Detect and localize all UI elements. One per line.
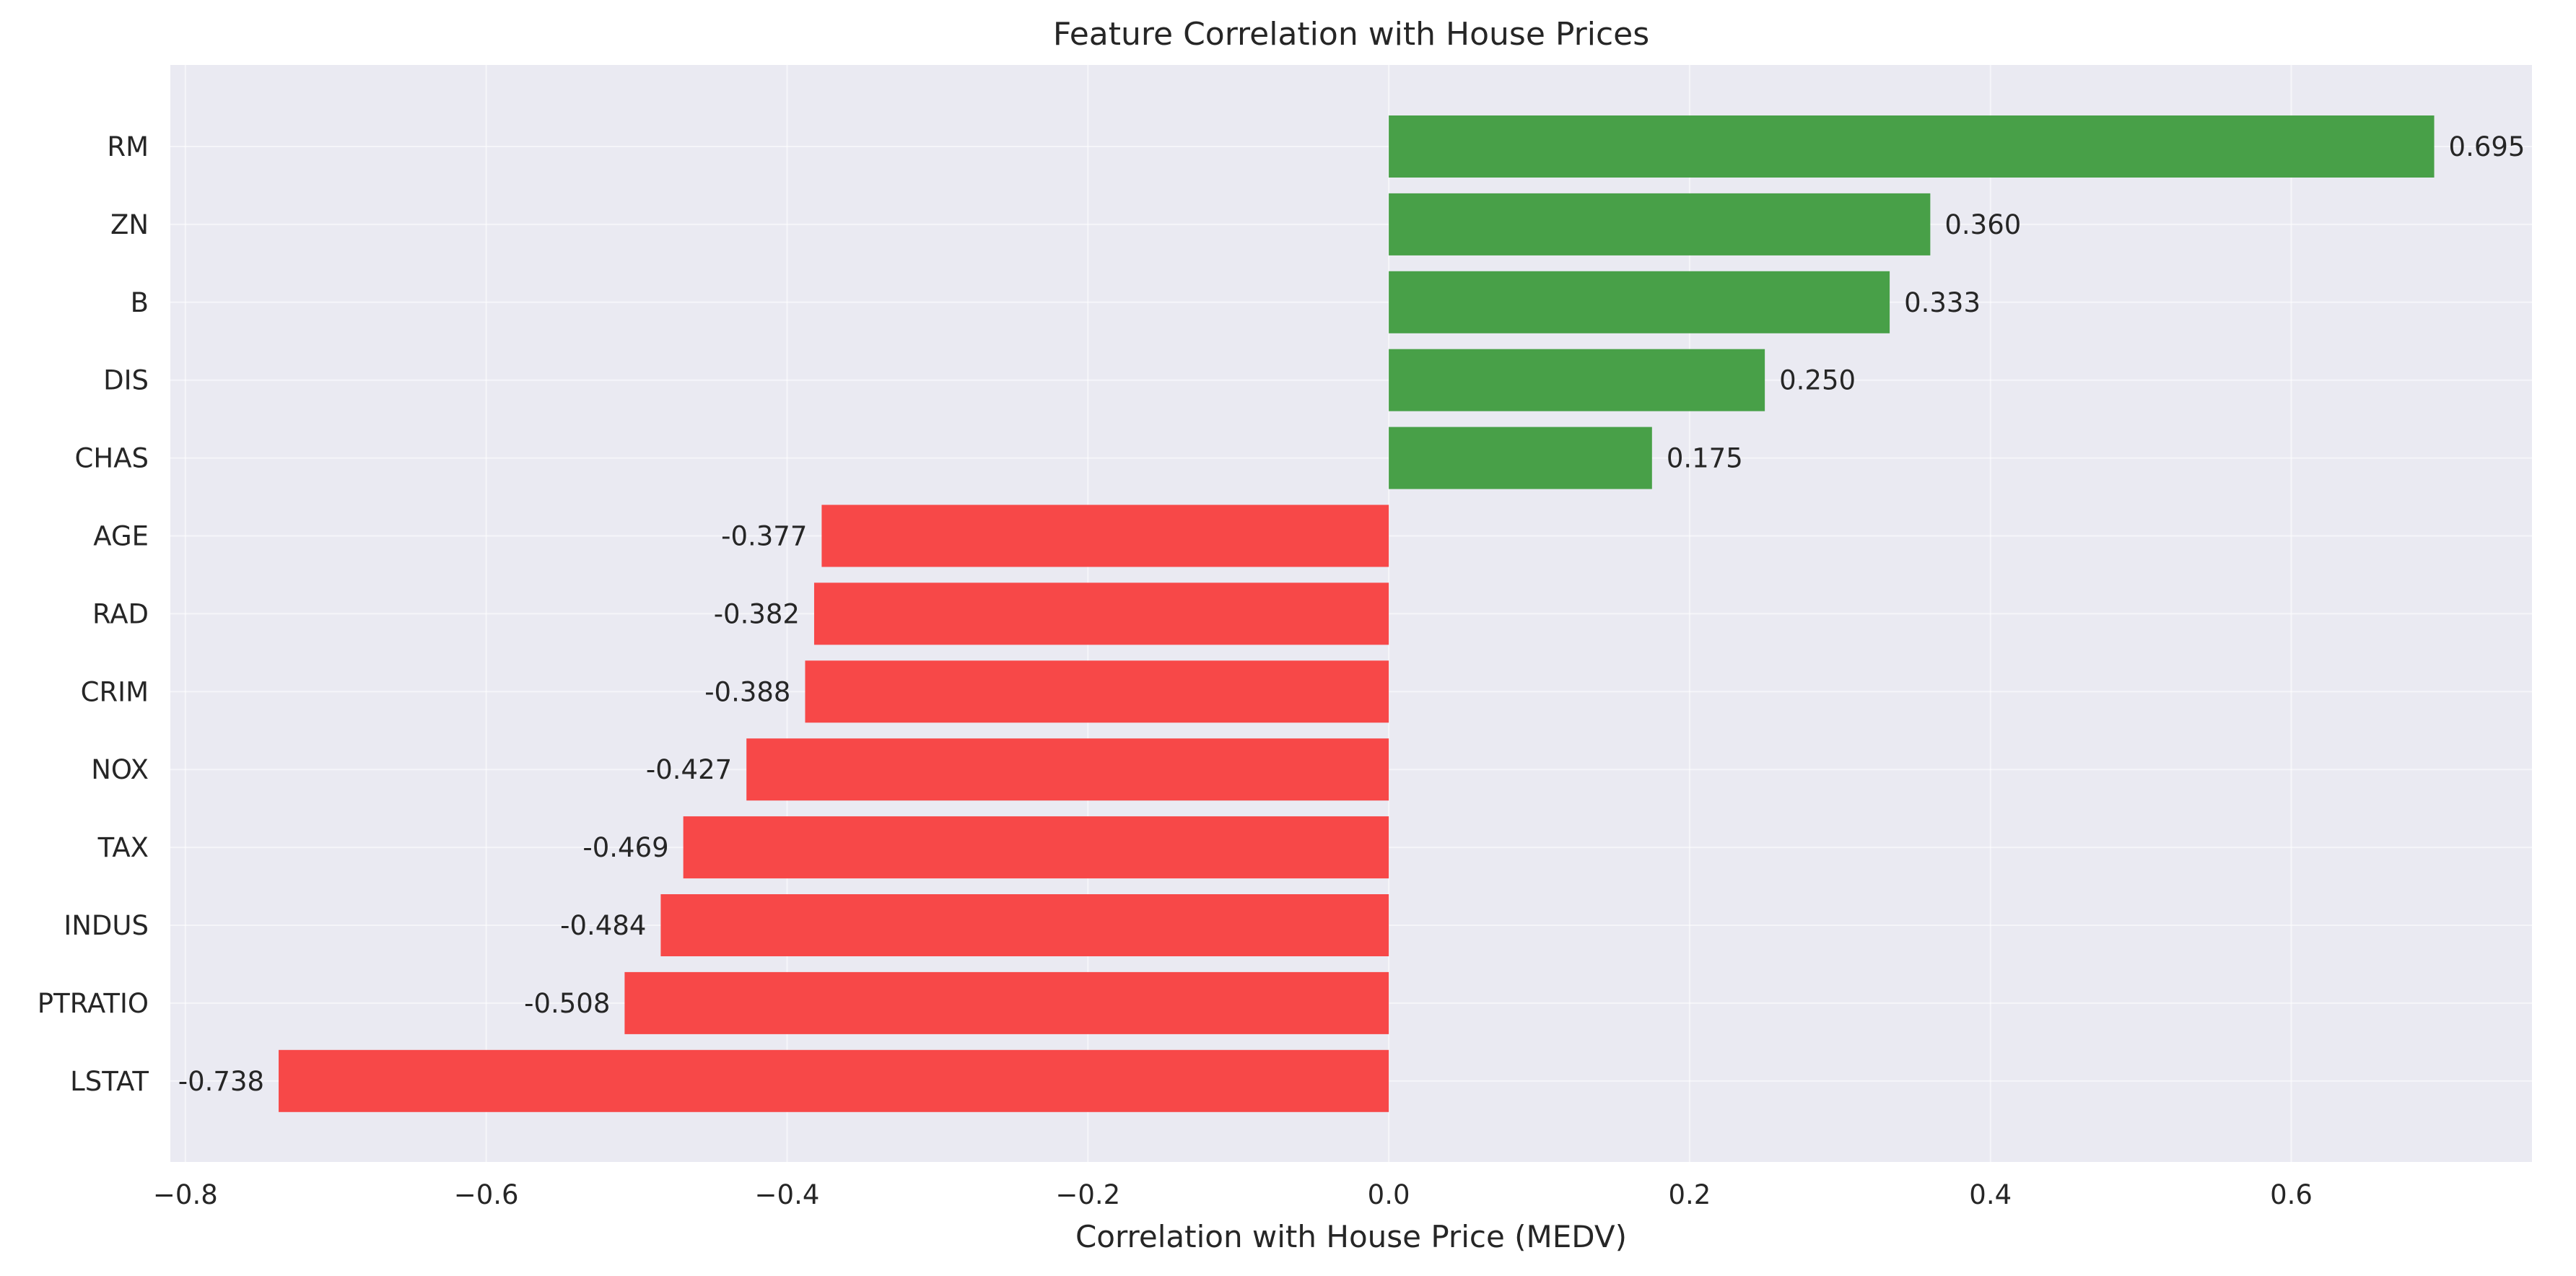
bar-nox (746, 738, 1389, 801)
x-tick-label: 0.4 (1969, 1179, 2012, 1210)
data-label: -0.738 (178, 1066, 264, 1097)
data-label: -0.469 (582, 832, 668, 863)
bar-tax (683, 816, 1389, 879)
data-label: -0.377 (721, 521, 807, 552)
bar-chas (1389, 427, 1652, 489)
y-tick-label: AGE (93, 521, 149, 552)
x-tick-label: −0.2 (1055, 1179, 1120, 1210)
bar-lstat (279, 1049, 1389, 1112)
y-tick-layer: RM ZN B DIS CHAS AGE RAD CRIM NOX TAX INDUS PTRATIO… (38, 131, 149, 1097)
data-label: -0.427 (646, 754, 732, 785)
bar-age (821, 504, 1389, 567)
bar-layer (279, 115, 2435, 1112)
y-tick-label: CHAS (75, 443, 149, 474)
bar-b (1389, 271, 1890, 333)
y-tick-label: RAD (92, 598, 149, 629)
x-tick-label: −0.6 (454, 1179, 519, 1210)
data-label: 0.360 (1944, 209, 2021, 240)
data-label: 0.250 (1779, 365, 1856, 396)
bar-ptratio (624, 971, 1389, 1034)
bar-rm (1389, 115, 2435, 178)
x-tick-label: 0.6 (2270, 1179, 2313, 1210)
bar-crim (805, 660, 1389, 723)
y-tick-label: ZN (110, 209, 149, 240)
x-tick-label: −0.4 (755, 1179, 820, 1210)
chart-title: Feature Correlation with House Prices (1053, 16, 1649, 53)
bar-dis (1389, 349, 1765, 411)
x-tick-layer: −0.8 −0.6 −0.4 −0.2 0.0 0.2 0.4 0.6 (153, 1179, 2313, 1210)
x-tick-label: 0.0 (1368, 1179, 1410, 1210)
data-label: 0.695 (2449, 131, 2525, 162)
data-label-layer: 0.695 0.360 0.333 0.250 0.175 -0.377 -0.382 -0.… (178, 131, 2525, 1097)
y-tick-label: DIS (103, 365, 149, 396)
y-tick-label: RM (107, 131, 149, 162)
y-tick-label: CRIM (81, 676, 149, 707)
bar-indus (660, 894, 1389, 956)
y-tick-label: NOX (91, 754, 149, 785)
data-label: 0.333 (1904, 287, 1981, 318)
x-tick-label: −0.8 (153, 1179, 218, 1210)
x-tick-label: 0.2 (1668, 1179, 1711, 1210)
data-label: -0.388 (704, 676, 790, 707)
data-label: -0.484 (560, 910, 646, 941)
y-tick-label: INDUS (64, 910, 149, 941)
x-axis-label: Correlation with House Price (MEDV) (1075, 1219, 1627, 1254)
bar-rad (813, 582, 1389, 645)
data-label: -0.382 (714, 598, 800, 629)
data-label: -0.508 (524, 988, 610, 1019)
y-tick-label: B (131, 287, 149, 318)
y-tick-label: TAX (97, 832, 149, 863)
data-label: 0.175 (1667, 443, 1743, 474)
y-tick-label: PTRATIO (38, 988, 149, 1019)
bar-zn (1389, 193, 1931, 255)
y-tick-label: LSTAT (70, 1066, 149, 1097)
